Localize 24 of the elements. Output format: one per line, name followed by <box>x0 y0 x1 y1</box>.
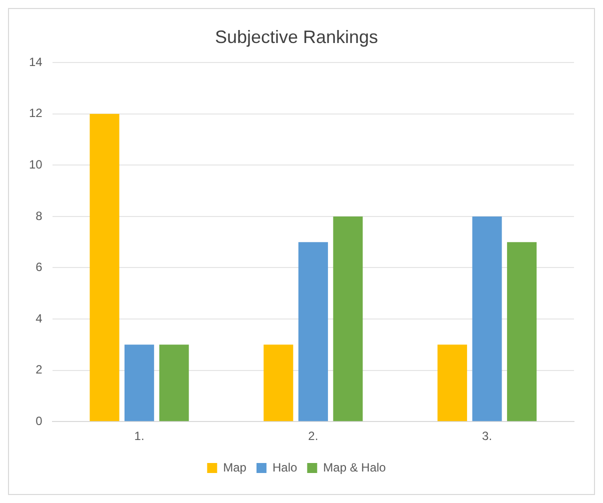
y-tick-label: 12 <box>28 106 43 120</box>
bar <box>264 344 294 422</box>
bar <box>472 216 502 422</box>
bar <box>90 114 120 422</box>
bar <box>298 242 328 422</box>
legend-label: Halo <box>272 460 298 474</box>
y-tick-label: 2 <box>36 362 43 377</box>
y-tick-label: 6 <box>36 260 43 274</box>
bar <box>438 344 468 422</box>
x-tick-label: 3. <box>482 429 492 444</box>
x-tick-label: 2. <box>308 429 318 444</box>
y-tick-label: 0 <box>36 414 43 428</box>
y-tick-label: 8 <box>36 208 43 223</box>
legend-label: Map & Halo <box>323 460 386 474</box>
bar <box>333 216 363 422</box>
bar <box>124 344 154 422</box>
chart-title: Subjective Rankings <box>214 26 378 47</box>
y-tick-label: 10 <box>28 157 43 172</box>
y-tick-label: 14 <box>28 54 43 69</box>
legend-label: Map <box>223 460 247 474</box>
bar <box>159 344 189 422</box>
y-tick-label: 4 <box>36 311 43 326</box>
x-tick-label: 1. <box>134 429 144 444</box>
bar <box>507 242 537 422</box>
